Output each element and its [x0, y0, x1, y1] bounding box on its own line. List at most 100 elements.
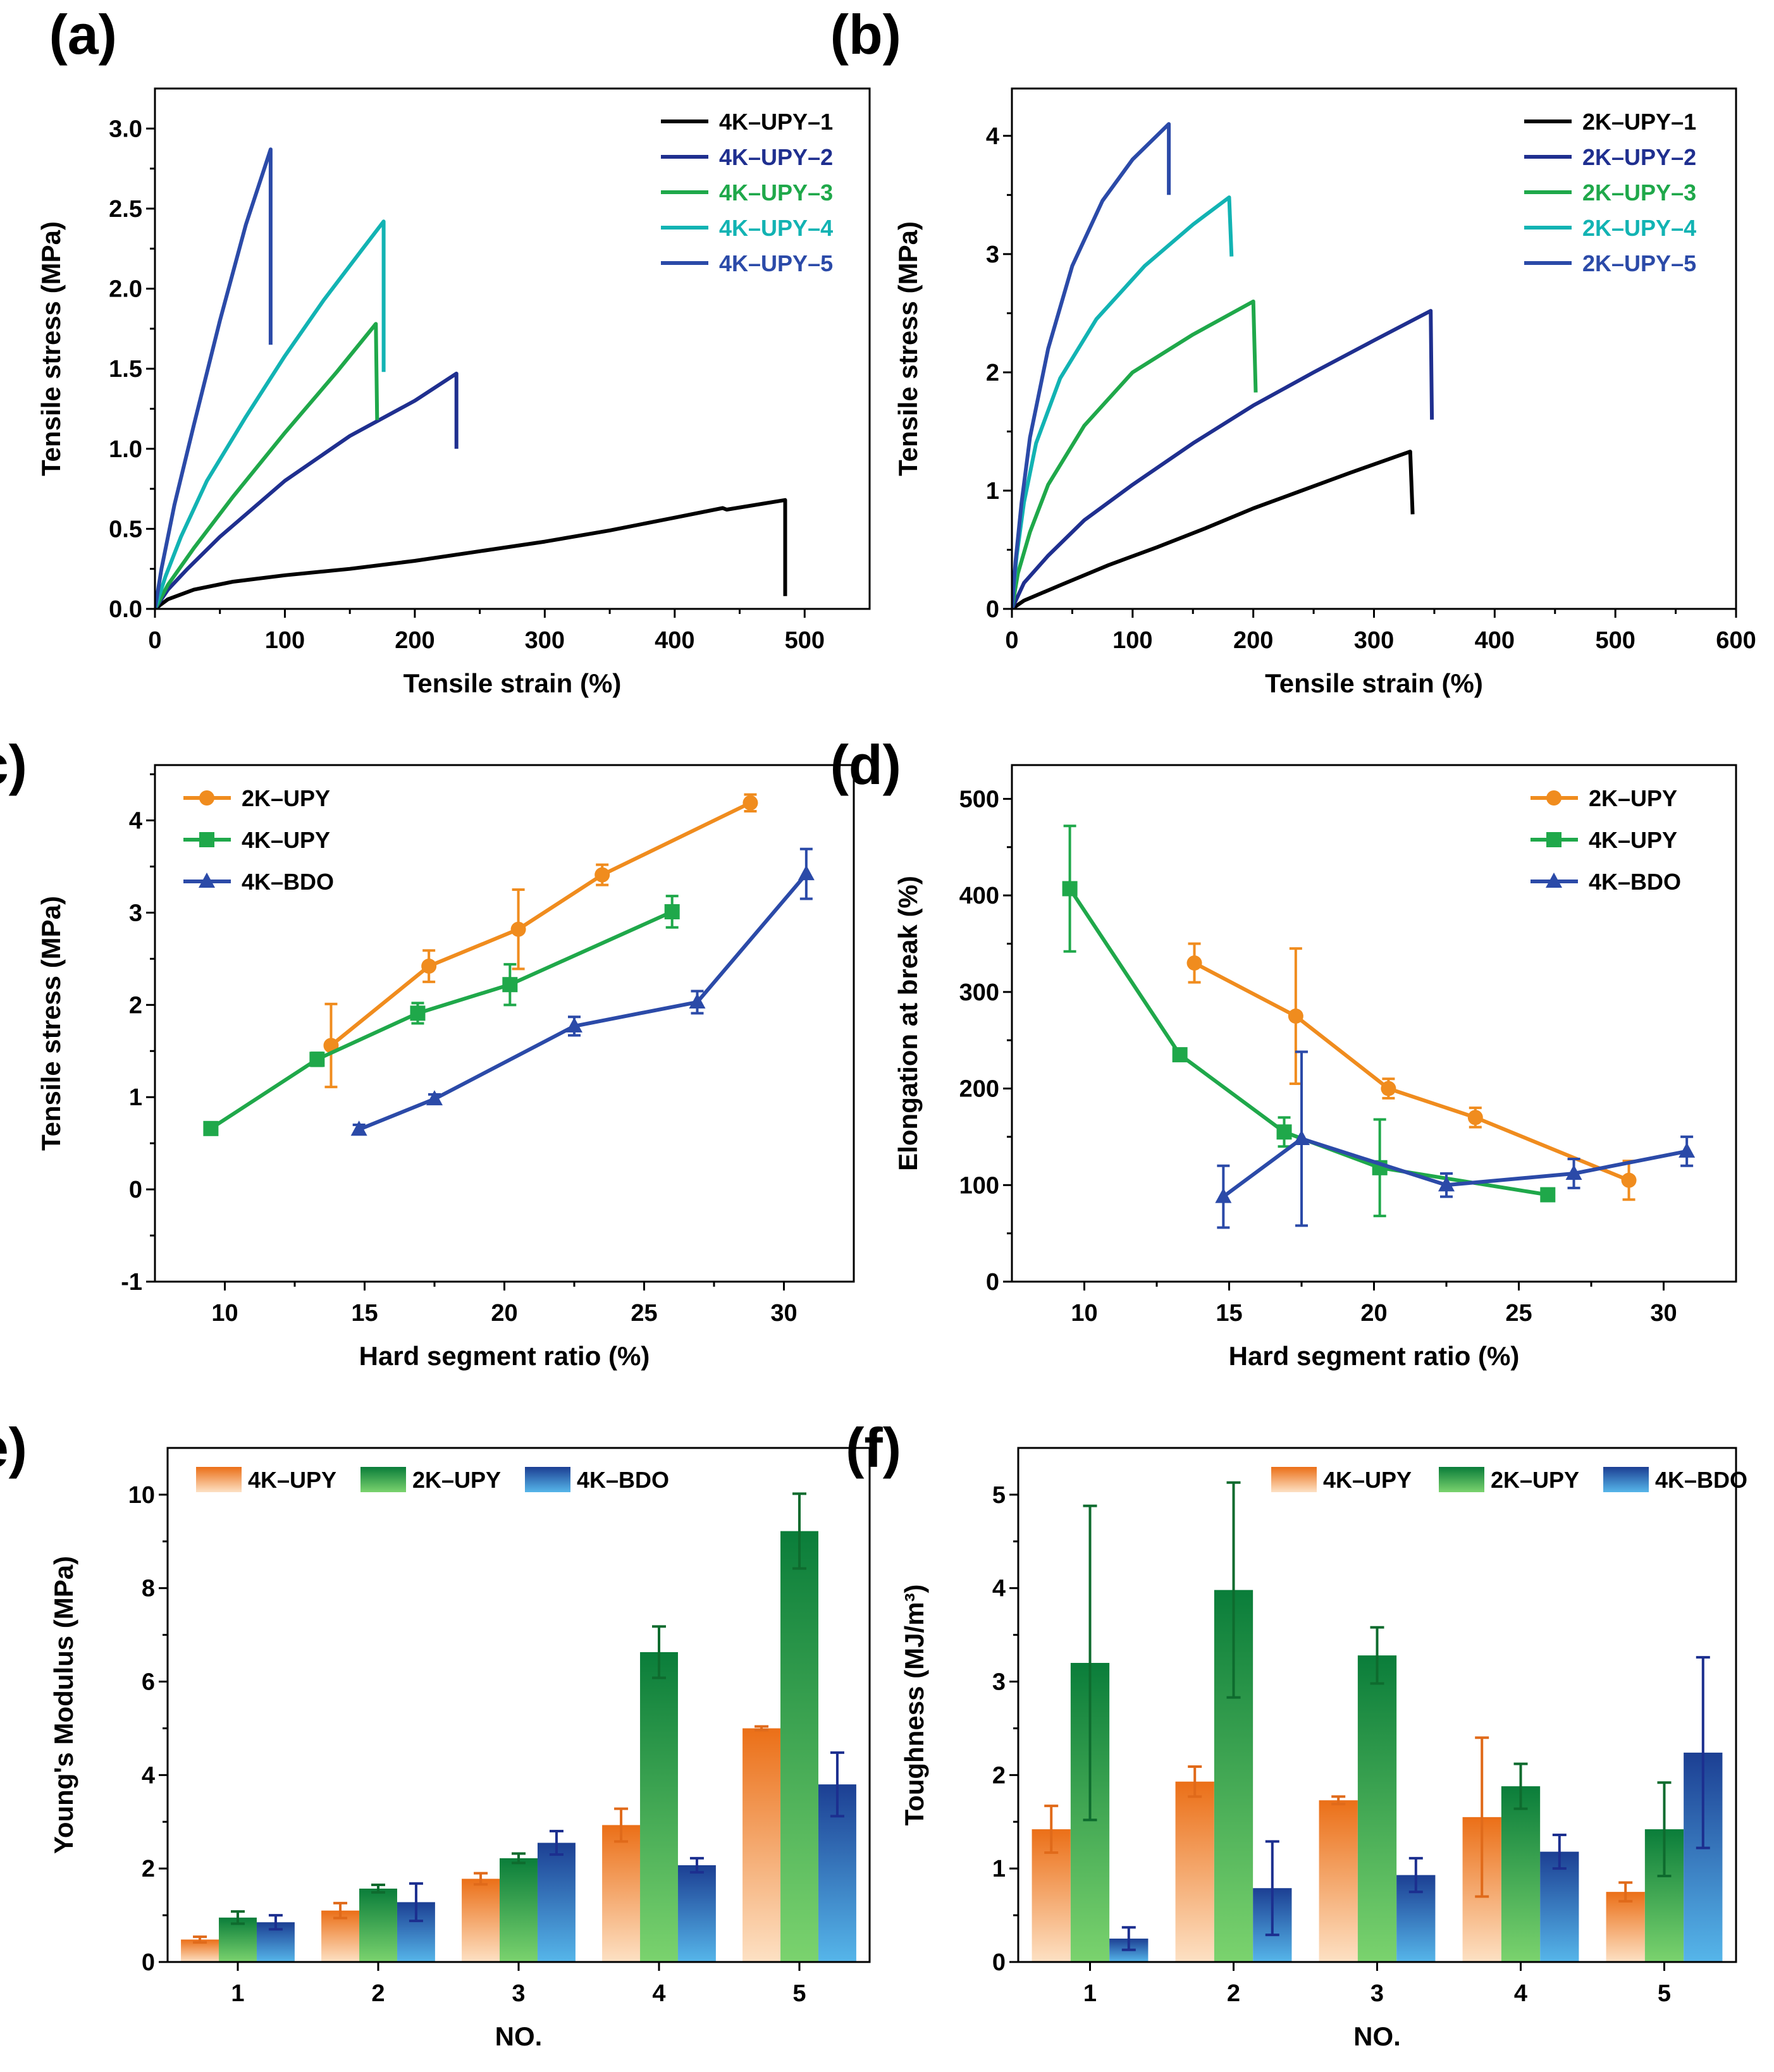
x-tick-label: 0	[1005, 627, 1018, 654]
data-point	[1186, 955, 1202, 971]
series-line-d-2K–UPY	[1193, 961, 1630, 1182]
legend-label: 2K–UPY	[1491, 1467, 1579, 1493]
bar-e-4K–BDO-4	[677, 1865, 716, 1962]
bar-e-4K–UPY-5	[742, 1728, 781, 1962]
series-line-b-2K–UPY–5	[1012, 122, 1171, 609]
legend-marker	[1546, 790, 1561, 806]
x-tick-label: 20	[1360, 1300, 1387, 1327]
series-line-c-4K–BDO	[358, 873, 808, 1132]
x-tick-label: 20	[491, 1300, 517, 1327]
y-tick-label: 1	[992, 1856, 1006, 1882]
y-tick-label: 1	[986, 478, 999, 505]
x-tick-label: 1	[1083, 1980, 1097, 2007]
x-tick-label: 0	[148, 627, 161, 654]
legend-marker	[199, 832, 214, 847]
data-point	[510, 921, 526, 937]
y-tick-label: 4	[129, 808, 142, 835]
x-axis-title: NO.	[1353, 2021, 1401, 2051]
x-tick-label: 30	[770, 1300, 797, 1327]
y-tick-label: 400	[959, 883, 999, 909]
y-tick-label: 1.5	[109, 356, 142, 383]
x-axis-title: NO.	[495, 2021, 543, 2051]
legend-label: 4K–BDO	[242, 869, 334, 895]
y-tick-label: 2	[129, 992, 142, 1019]
legend-c: 2K–UPY 4K–UPY 4K–BDO	[183, 785, 334, 895]
y-tick-label: 0	[992, 1949, 1006, 1976]
panel-label-f: (f)	[846, 1416, 901, 1479]
x-tick-label: 500	[785, 627, 825, 654]
legend-marker	[199, 790, 214, 806]
data-point	[1467, 1110, 1483, 1125]
series-line-b-2K–UPY–3	[1012, 299, 1258, 609]
data-point	[203, 1120, 219, 1136]
panel-label-c: (c)	[0, 733, 27, 796]
x-tick-label: 300	[1354, 627, 1394, 654]
y-tick-label: 5	[992, 1482, 1006, 1509]
legend-label: 4K–BDO	[577, 1467, 669, 1493]
legend-swatch	[360, 1467, 406, 1492]
x-tick-label: 100	[265, 627, 305, 654]
series-line-b-2K–UPY–2	[1012, 309, 1434, 609]
bar-f-4K–UPY-2	[1175, 1781, 1214, 1962]
y-tick-label: 0.0	[109, 596, 142, 623]
y-tick-label: 300	[959, 979, 999, 1006]
legend-label: 2K–UPY–1	[1582, 109, 1696, 135]
legend-label: 4K–UPY	[248, 1467, 336, 1493]
y-tick-label: 4	[142, 1762, 155, 1789]
data-point	[1288, 1008, 1303, 1024]
panel-f: (f) 0 1 2 3 4 5 1 2 3 4 5 NO. Toughness (MJ/m³) 4K–UPY…	[846, 1416, 1747, 2051]
legend-marker	[1546, 873, 1562, 888]
y-tick-label: 2.0	[109, 276, 142, 303]
y-tick-label: 2	[142, 1856, 155, 1882]
y-tick-label: -1	[121, 1269, 142, 1296]
panel-d: (d) 0 100 200 300 400 500 10 15 20 25 30 Hard segmen…	[830, 733, 1737, 1371]
bar-f-4K–BDO-4	[1540, 1851, 1579, 1962]
x-tick-label: 400	[1475, 627, 1515, 654]
data-point	[566, 1017, 582, 1033]
legend-label: 4K–BDO	[1589, 869, 1681, 895]
plot-area-c	[203, 793, 815, 1136]
legend-label: 4K–UPY–5	[719, 250, 833, 276]
y-tick-label: 200	[959, 1076, 999, 1103]
x-tick-label: 3	[512, 1980, 525, 2007]
legend-label: 2K–UPY	[1589, 785, 1677, 811]
legend-label: 2K–UPY–2	[1582, 144, 1696, 170]
plot-area-b	[1012, 122, 1434, 609]
data-point	[1540, 1187, 1556, 1203]
legend-label: 4K–UPY–3	[719, 180, 833, 205]
data-point	[421, 959, 437, 974]
bar-f-4K–UPY-5	[1606, 1892, 1645, 1962]
x-tick-label: 30	[1650, 1300, 1677, 1327]
x-tick-label: 25	[631, 1300, 657, 1327]
legend-marker	[199, 873, 215, 888]
bar-f-2K–UPY-4	[1501, 1786, 1541, 1962]
y-axis-title: Tensile stress (MPa)	[893, 221, 923, 476]
legend-e: 4K–UPY 2K–UPY 4K–BDO	[196, 1467, 669, 1493]
data-point	[594, 867, 610, 883]
data-point	[1679, 1142, 1696, 1158]
series-group-a	[155, 147, 787, 609]
y-tick-label: 4	[992, 1576, 1006, 1602]
x-tick-label: 2	[371, 1980, 385, 2007]
plot-area-a	[155, 147, 787, 609]
data-point	[1293, 1129, 1310, 1145]
legend-swatch	[196, 1467, 242, 1492]
bar-e-2K–UPY-2	[359, 1888, 397, 1962]
panel-label-d: (d)	[830, 733, 901, 796]
legend-label: 4K–UPY	[1589, 827, 1677, 853]
y-tick-label: 2	[986, 360, 999, 386]
y-tick-label: 4	[986, 123, 999, 150]
data-point	[1215, 1187, 1232, 1203]
legend-label: 4K–UPY	[242, 827, 330, 853]
x-tick-label: 300	[525, 627, 565, 654]
y-tick-label: 1.0	[109, 436, 142, 463]
y-tick-label: 10	[128, 1482, 155, 1509]
data-point	[1565, 1164, 1582, 1180]
y-tick-label: 3	[992, 1669, 1006, 1696]
y-tick-label: 3	[129, 900, 142, 926]
x-tick-label: 2	[1227, 1980, 1240, 2007]
data-point	[798, 865, 815, 881]
y-axis-title: Tensile stress (MPa)	[36, 221, 66, 476]
y-tick-label: 1	[129, 1084, 142, 1111]
